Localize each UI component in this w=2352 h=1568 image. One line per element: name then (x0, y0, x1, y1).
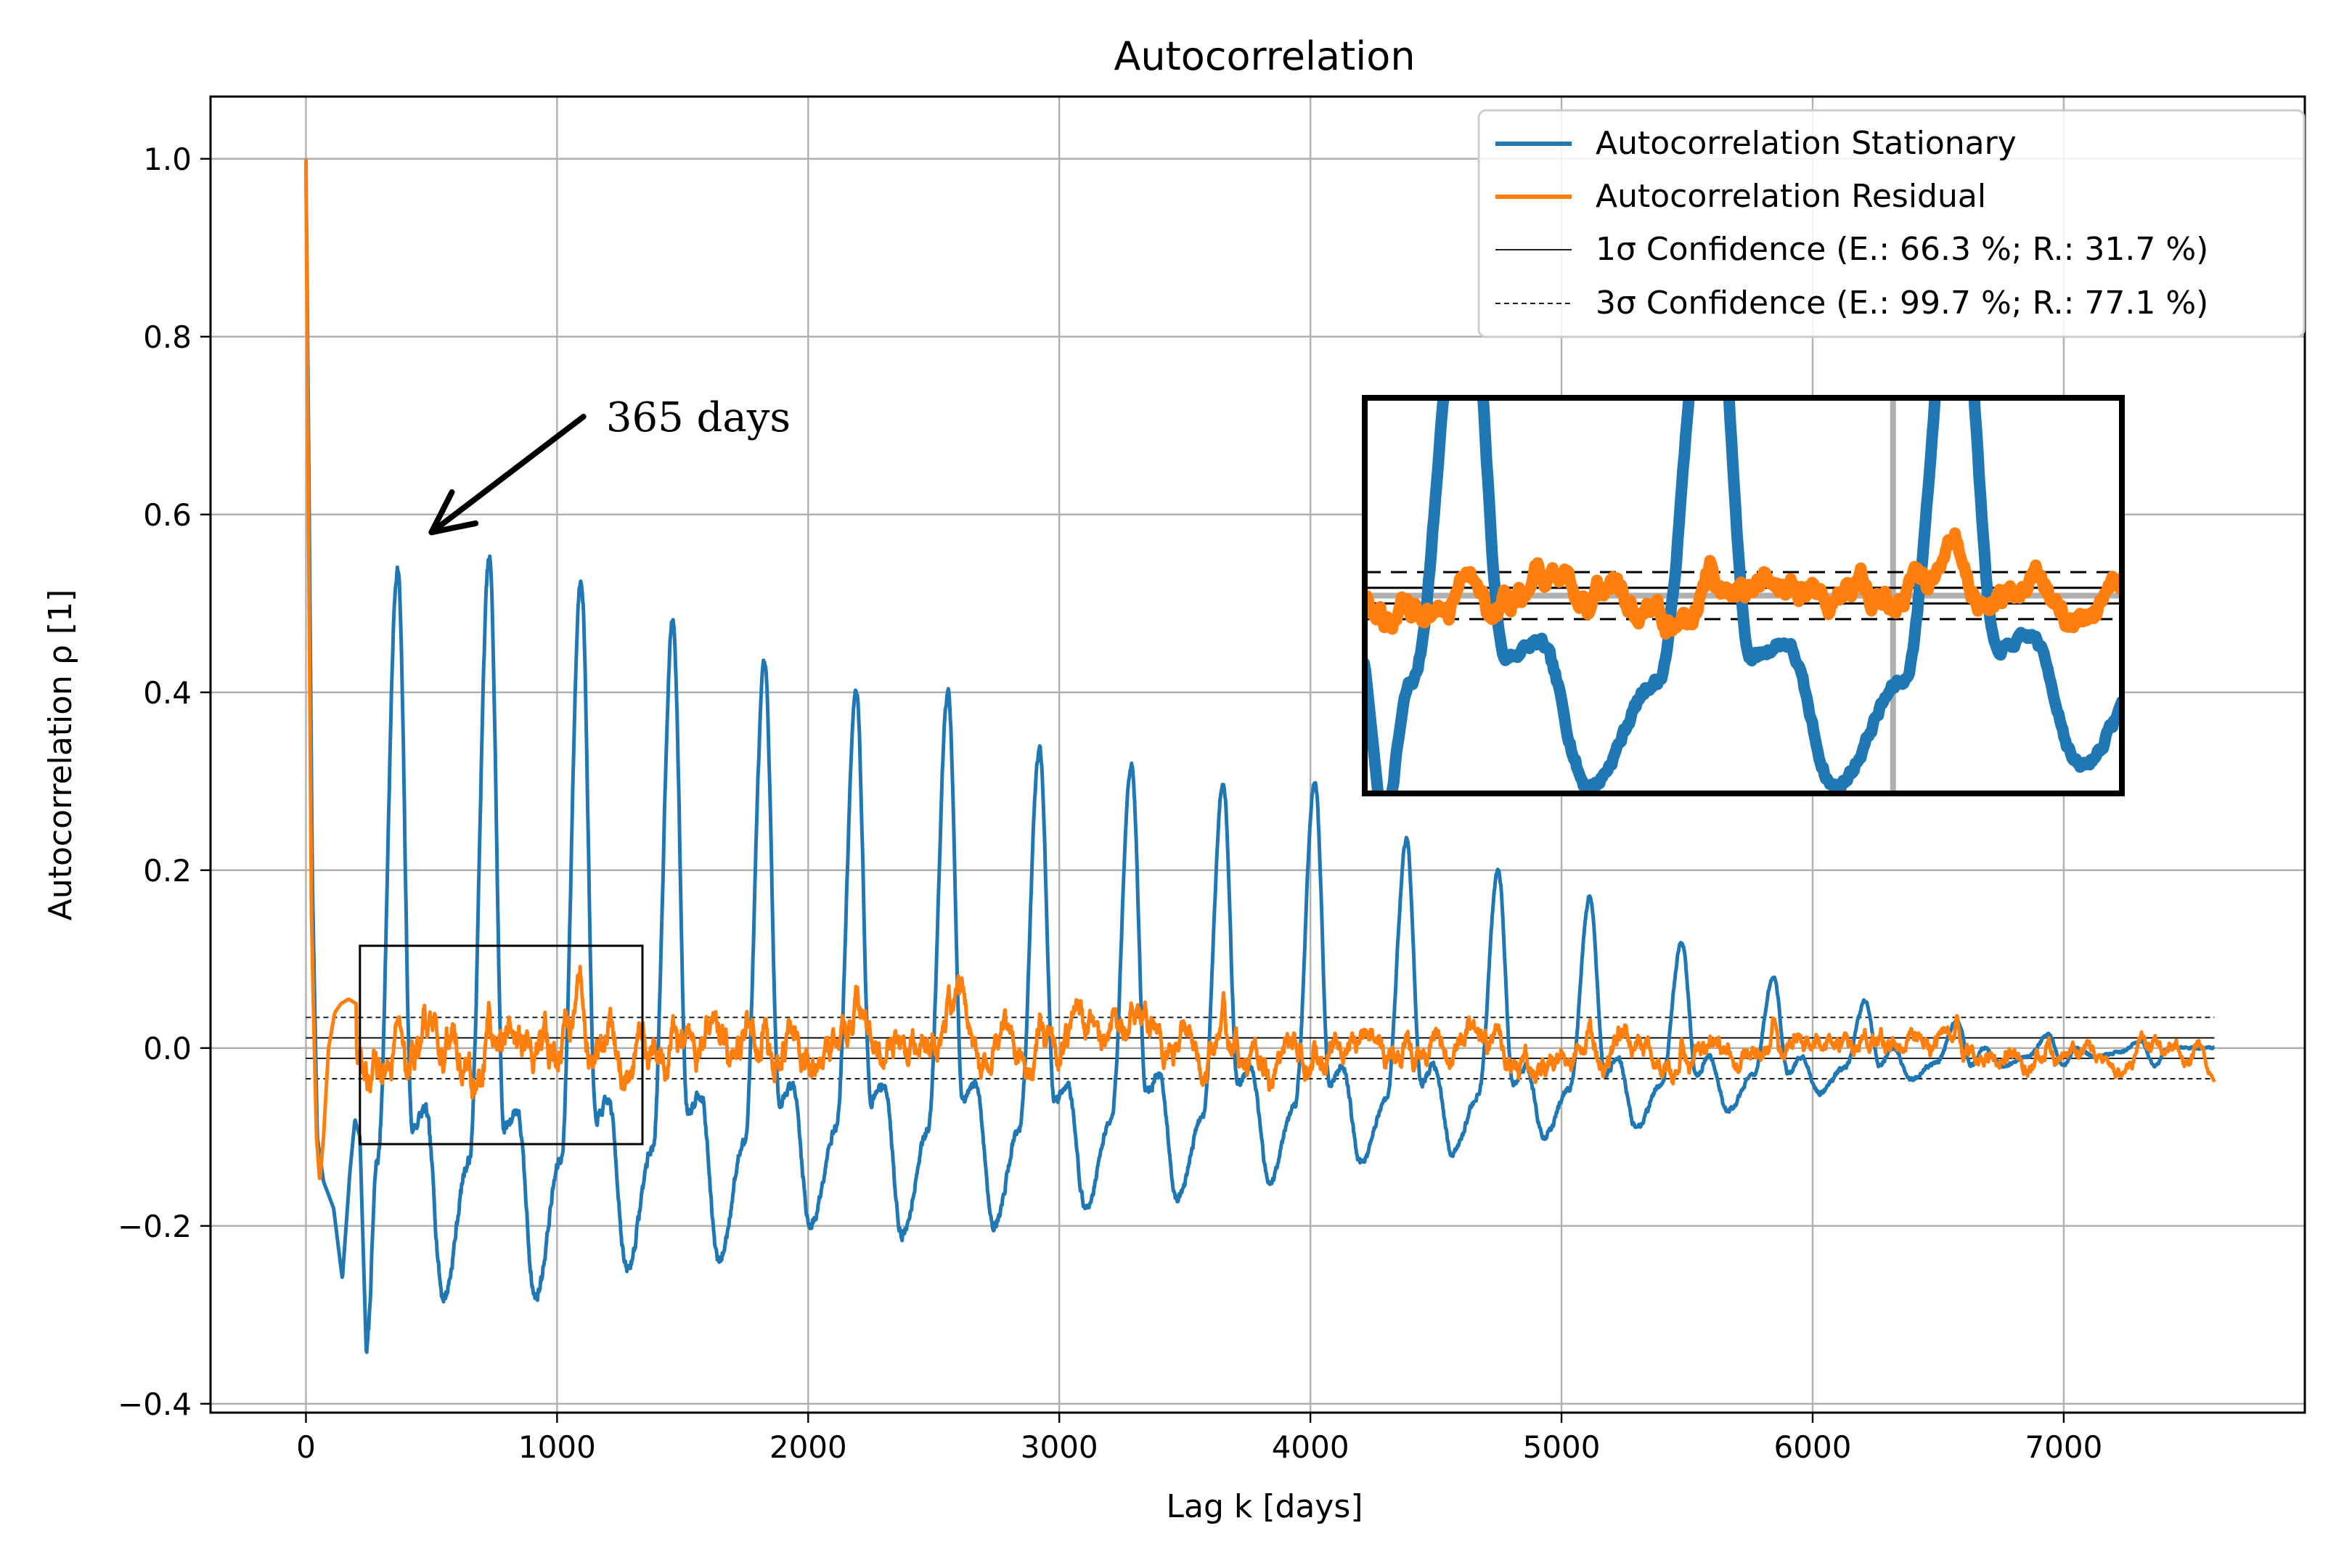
y-tick-label: 0.6 (143, 497, 192, 533)
axis-ticks (200, 158, 2065, 1423)
x-axis-label: Lag k [days] (1166, 1488, 1363, 1525)
y-tick-label: 0.0 (143, 1031, 192, 1066)
x-tick-label: 3000 (1021, 1429, 1098, 1465)
x-tick-label: 0 (296, 1429, 316, 1465)
zoom-region-box (359, 944, 644, 1146)
x-tick-label: 5000 (1523, 1429, 1601, 1465)
chart-title: Autocorrelation (1114, 33, 1415, 79)
y-tick-label: 1.0 (143, 142, 192, 177)
y-tick-label: 0.8 (143, 319, 192, 355)
axis-tick-labels: 0 1000 2000 3000 4000 5000 6000 7000 −0.4 −0.2 0.0… (118, 142, 2102, 1465)
y-tick-label: 0.2 (143, 853, 192, 889)
legend-label-autocorrelation-residual: Autocorrelation Residual (1596, 178, 1986, 215)
x-tick-label: 1000 (518, 1429, 596, 1465)
legend-box (1477, 109, 2306, 338)
inset-zoom-panel (1362, 395, 2125, 796)
annotation-365-days: 365 days (428, 394, 791, 536)
x-tick-label: 4000 (1272, 1429, 1349, 1465)
legend: Autocorrelation Stationary Autocorrelati… (1477, 109, 2306, 338)
y-tick-label: −0.4 (118, 1387, 192, 1422)
annotation-text: 365 days (606, 394, 791, 441)
y-tick-label: 0.4 (143, 675, 192, 711)
y-axis-label: Autocorrelation ρ [1] (42, 589, 79, 920)
annotation-arrow (428, 414, 587, 536)
series-line-autocorrelation-residual (304, 158, 2216, 1180)
x-tick-label: 6000 (1774, 1429, 1852, 1465)
inset-series-line-autocorrelation-stationary (1365, 398, 2122, 793)
legend-label-3sigma-confidence: 3σ Confidence (E.: 99.7 %; R.: 77.1 %) (1596, 285, 2208, 322)
annotation-arrow-head (428, 489, 479, 536)
inset-frame (1362, 395, 2125, 796)
plot-frame (209, 95, 2306, 1414)
legend-label-autocorrelation-stationary: Autocorrelation Stationary (1596, 125, 2017, 162)
legend-label-1sigma-confidence: 1σ Confidence (E.: 66.3 %; R.: 31.7 %) (1596, 231, 2208, 268)
x-tick-label: 7000 (2025, 1429, 2102, 1465)
x-tick-label: 2000 (769, 1429, 847, 1465)
y-tick-label: −0.2 (118, 1209, 192, 1244)
inset-series-line-autocorrelation-residual (1365, 527, 2122, 640)
plot-area (304, 158, 2216, 1355)
